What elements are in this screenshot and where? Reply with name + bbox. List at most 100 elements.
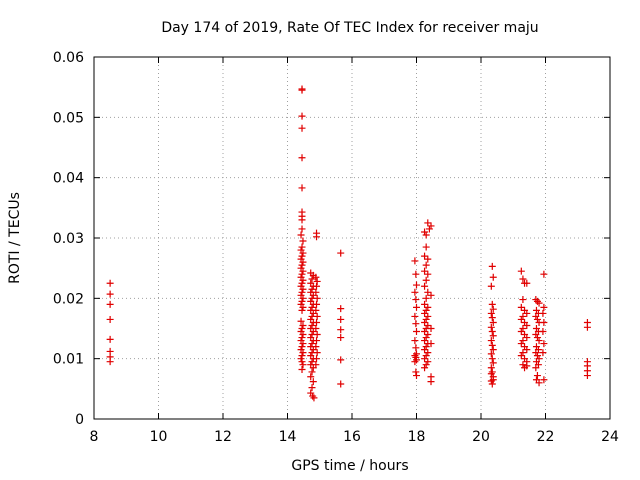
data-point [299, 294, 307, 302]
data-point [533, 297, 541, 305]
x-tick-label: 22 [537, 429, 555, 445]
data-point [313, 233, 321, 241]
data-point [411, 352, 419, 360]
data-point [489, 305, 497, 313]
x-tick-label: 24 [601, 429, 619, 445]
data-point [519, 361, 527, 369]
data-point [519, 337, 527, 345]
data-point [523, 321, 531, 329]
data-point [532, 296, 540, 304]
y-tick-label: 0.06 [53, 50, 84, 66]
data-point [539, 309, 547, 317]
data-point [427, 378, 435, 386]
y-tick-label: 0 [75, 412, 84, 428]
data-point [523, 309, 531, 317]
data-point [421, 282, 429, 290]
data-point [308, 285, 316, 293]
data-point [532, 331, 540, 339]
data-point [299, 267, 307, 275]
data-point [540, 376, 548, 384]
tick-labels: 8 10 12 14 16 18 20 22 24 0 0.01 0.02 0.03 0.04 0.05 0.… [53, 50, 619, 445]
data-point [517, 303, 525, 311]
data-point [313, 300, 321, 308]
data-point [308, 358, 316, 366]
data-point [422, 343, 430, 351]
data-point [298, 252, 306, 260]
data-point [540, 303, 548, 311]
data-point [427, 340, 435, 348]
data-point [308, 321, 316, 329]
data-point [488, 262, 496, 270]
data-point [427, 291, 435, 299]
data-point [313, 318, 321, 326]
data-point [487, 350, 495, 358]
data-point [299, 303, 307, 311]
data-point [313, 282, 321, 290]
data-point [297, 231, 305, 239]
data-point [421, 337, 429, 345]
data-point [519, 312, 527, 320]
data-point [298, 279, 306, 287]
data-point [298, 261, 306, 269]
data-point [299, 258, 307, 266]
data-point [539, 328, 547, 336]
data-point [540, 270, 548, 278]
data-point [412, 344, 420, 352]
data-point [424, 358, 432, 366]
data-point [487, 337, 495, 345]
grid-lines [94, 57, 610, 419]
data-point [489, 318, 497, 326]
data-point [424, 312, 432, 320]
data-point [412, 320, 420, 328]
data-point [488, 355, 496, 363]
data-point [424, 349, 432, 357]
data-point [298, 124, 306, 132]
data-point [422, 231, 430, 239]
data-point [298, 288, 306, 296]
data-point [489, 359, 497, 367]
data-point [519, 296, 527, 304]
y-tick-label: 0.02 [53, 291, 84, 307]
x-tick-label: 20 [472, 429, 490, 445]
data-point [413, 328, 420, 336]
data-point [298, 358, 306, 366]
data-point [422, 352, 430, 360]
data-point [421, 355, 429, 363]
data-point [298, 184, 306, 192]
data-point [308, 303, 316, 311]
data-point [488, 314, 496, 322]
data-point [533, 372, 541, 380]
data-point [424, 255, 432, 263]
data-point [411, 288, 419, 296]
data-point [540, 318, 548, 326]
data-point [106, 315, 114, 323]
data-point [583, 323, 591, 331]
data-point [298, 366, 306, 374]
data-point [539, 349, 547, 357]
data-point [337, 334, 345, 342]
data-point [517, 352, 525, 360]
data-point [422, 261, 430, 269]
data-point [488, 300, 496, 308]
data-point [106, 290, 114, 298]
data-point [422, 276, 430, 284]
data-point [424, 288, 432, 296]
data-point [308, 368, 316, 376]
data-point [523, 346, 531, 354]
data-point [299, 340, 307, 348]
data-point [413, 372, 420, 380]
data-point [308, 384, 316, 392]
data-point [313, 331, 321, 339]
data-point [427, 222, 435, 230]
data-point [489, 376, 497, 384]
data-point [421, 328, 429, 336]
data-point [532, 312, 540, 320]
data-point [297, 355, 305, 363]
data-point [298, 216, 306, 224]
data-point [422, 306, 430, 314]
data-point [313, 294, 321, 302]
data-point [412, 296, 420, 304]
data-point [308, 340, 316, 348]
data-point [421, 364, 429, 372]
data-point [523, 279, 531, 287]
